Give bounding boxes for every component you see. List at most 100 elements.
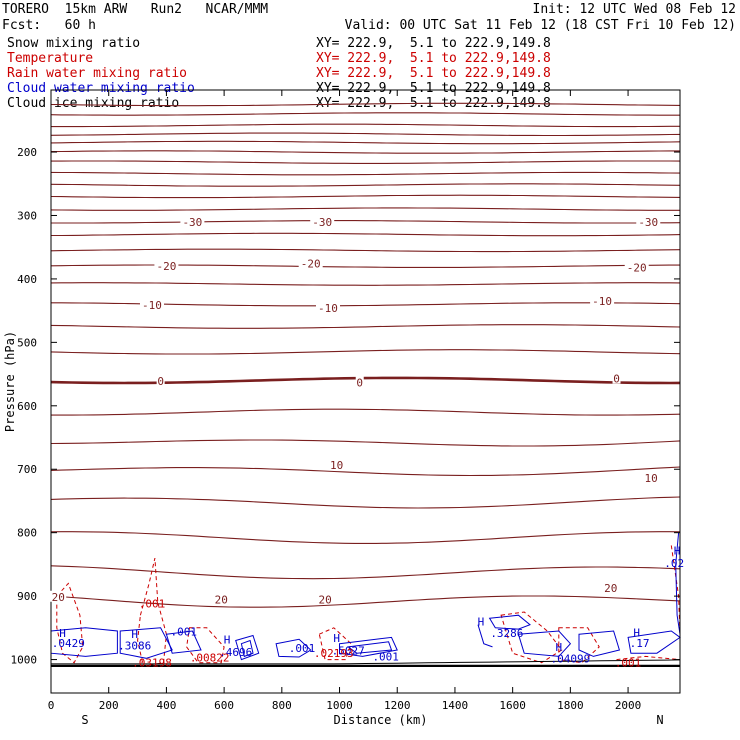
x-tick-label-2: 400 (156, 699, 176, 712)
contour-labels: -30 -30 -30 -20 -20 -20 -10 -10 -10 0 0 0 10 10 20 20 20… (50, 215, 684, 670)
cloud-label-1: .0429 (52, 637, 85, 650)
cloud-contour-9 (477, 624, 493, 648)
temp-label-bg-3 (154, 260, 179, 272)
y-axis-title: Pressure (hPa) (3, 331, 17, 432)
valid-time: Valid: 00 UTC Sat 11 Feb 12 (18 CST Fri … (344, 18, 736, 33)
x-tick-label-8: 1600 (499, 699, 526, 712)
cloud-label-18: .02 (664, 557, 684, 570)
cloud-contour-8 (488, 614, 531, 630)
legend-label-3: Cloud water mixing ratio (7, 81, 195, 96)
rain-contour-0 (56, 582, 84, 664)
y-tick-label-0: 200 (17, 146, 37, 159)
isotherm-19 (50, 376, 681, 385)
cloud-contour-13 (675, 532, 681, 635)
y-tick-label-4: 600 (17, 400, 37, 413)
temp-label-bg-11 (612, 372, 621, 384)
isotherm-15 (50, 282, 681, 286)
x-tick-label-4: 800 (272, 699, 292, 712)
temp-label-bg-17 (602, 581, 619, 593)
y-tick-label-8: 1000 (11, 654, 38, 667)
cloud-contours (50, 532, 681, 661)
cloud-label-17: H (674, 544, 681, 557)
model-title: TORERO 15km ARW Run2 NCAR/MMM (2, 2, 269, 17)
snow-contour (51, 659, 681, 665)
temp-label-13: 10 (645, 472, 658, 485)
rain-contour-2 (186, 627, 225, 664)
temperature-contours (50, 102, 681, 608)
temp-label-bg-9 (156, 375, 165, 387)
temp-label-bg-10 (355, 376, 364, 388)
isotherm-14 (50, 264, 680, 268)
legend-label-1: Temperature (7, 51, 94, 66)
x-tick-label-7: 1400 (442, 699, 469, 712)
rain-contour-4 (500, 611, 563, 664)
y-tick-label-2: 400 (17, 273, 37, 286)
isotherm-4 (50, 140, 681, 145)
isotherm-8 (50, 183, 681, 187)
cloud-contour-6 (339, 636, 398, 657)
y-tick-label-7: 900 (17, 590, 37, 603)
cloud-label-5: H (224, 633, 231, 646)
isotherm-10 (50, 207, 680, 211)
cloud-label-9: .5027 (332, 645, 365, 658)
temp-label-bg-0 (180, 215, 205, 227)
cloud-label-11: H (478, 615, 485, 628)
isotherm-3 (50, 132, 681, 137)
temp-label-4: -20 (301, 258, 321, 271)
cloud-label-4: .001 (170, 626, 197, 639)
endpoint-left: S (81, 713, 88, 727)
temp-label-10: 0 (356, 376, 363, 389)
temp-label-8: -10 (592, 295, 612, 308)
legend-xy-0: XY= 222.9, 5.1 to 222.9,149.8 (316, 36, 551, 51)
isotherm-7 (50, 171, 681, 176)
rain-label-2: .00822 (190, 652, 230, 665)
isotherm-21 (50, 439, 681, 447)
x-tick-label-5: 1000 (326, 699, 353, 712)
isotherm-12 (51, 232, 681, 237)
cloud-contour-1 (119, 627, 173, 659)
temp-label-3: -20 (156, 260, 176, 273)
isotherm-2 (51, 123, 680, 128)
temp-label-bg-13 (643, 472, 660, 484)
rain-contour-5 (558, 627, 600, 664)
temp-label-bg-15 (213, 593, 230, 605)
forecast-hour: Fcst: 60 h (2, 18, 96, 33)
temp-label-7: -10 (318, 302, 338, 315)
cloud-contour-7 (346, 641, 393, 654)
isotherm-20 (51, 408, 681, 416)
rain-label-4: .001 (615, 657, 642, 670)
plot-frame (50, 89, 681, 694)
x-tick-label-1: 200 (99, 699, 119, 712)
isotherm-26 (50, 595, 681, 608)
isotherm-23 (50, 496, 681, 509)
cloud-label-8: H (333, 632, 340, 645)
cloud-label-7: .001 (289, 642, 316, 655)
y-tick-label-3: 500 (17, 336, 37, 349)
legend-label-2: Rain water mixing ratio (7, 66, 188, 81)
x-tick-label-3: 600 (214, 699, 234, 712)
y-tick-label-5: 700 (17, 463, 37, 476)
temp-label-bg-2 (636, 215, 661, 227)
temp-label-15: 20 (215, 593, 228, 606)
cloud-contour-2 (165, 630, 202, 654)
temp-label-1: -30 (312, 216, 332, 229)
temp-label-5: -20 (627, 262, 647, 275)
legend-xy-3: XY= 222.9, 5.1 to 222.9,149.8 (316, 81, 551, 96)
isotherm-18 (50, 349, 681, 355)
temp-label-9: 0 (157, 375, 164, 388)
temp-label-bg-4 (298, 257, 323, 269)
cloud-contour-10 (517, 630, 572, 657)
isotherm-24 (50, 531, 681, 544)
cloud-label-0: H (59, 627, 66, 640)
legend-xy-2: XY= 222.9, 5.1 to 222.9,149.8 (316, 66, 551, 81)
init-time: Init: 12 UTC Wed 08 Feb 12 (532, 2, 737, 17)
rain-label-0: .001 (139, 598, 166, 611)
endpoint-right: N (656, 713, 663, 727)
temp-label-bg-12 (328, 458, 345, 470)
temp-label-bg-1 (310, 215, 335, 227)
cloud-contour-12 (627, 630, 681, 654)
cloud-contour-11 (578, 630, 621, 657)
temp-label-2: -30 (638, 216, 658, 229)
cloud-label-13: H (556, 641, 563, 654)
